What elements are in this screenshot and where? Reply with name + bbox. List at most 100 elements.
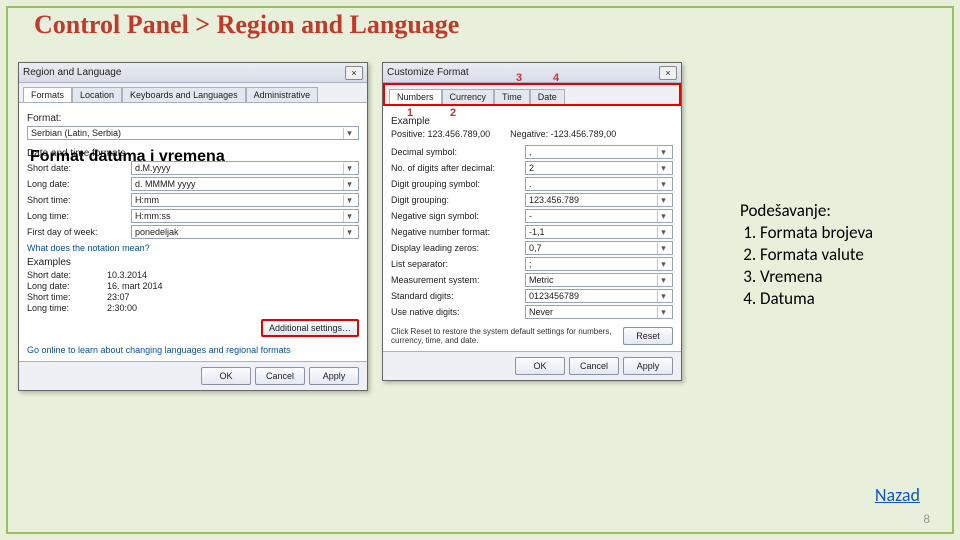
callout-1: 1 xyxy=(407,107,413,119)
neg-format-combo[interactable]: -1,1 ▾ xyxy=(525,225,673,239)
chevron-down-icon: ▾ xyxy=(343,163,355,174)
label: Long time: xyxy=(27,303,107,313)
example-row: Positive: 123.456.789,00 Negative: -123.… xyxy=(391,129,673,139)
additional-settings-wrap: Additional settings… xyxy=(27,319,359,337)
tab-location[interactable]: Location xyxy=(72,87,122,102)
value: 2 xyxy=(529,163,534,173)
chevron-down-icon: ▾ xyxy=(657,307,669,318)
chevron-down-icon: ▾ xyxy=(657,147,669,158)
value: H:mm:ss xyxy=(135,211,171,221)
group-symbol-combo[interactable]: .▾ xyxy=(525,177,673,191)
format-label: Format: xyxy=(27,113,359,124)
chevron-down-icon: ▾ xyxy=(657,179,669,190)
ok-button[interactable]: OK xyxy=(201,367,251,385)
ok-button[interactable]: OK xyxy=(515,357,565,375)
examples-header: Examples xyxy=(27,257,359,268)
window-title-text: Region and Language xyxy=(23,67,121,78)
label: Long date: xyxy=(27,179,127,189)
notation-link[interactable]: What does the notation mean? xyxy=(27,243,359,253)
tab-date[interactable]: Date xyxy=(530,89,565,104)
example-label: Example xyxy=(391,116,673,127)
row-long-date: Long date: d. MMMM yyyy▾ xyxy=(27,177,359,191)
value: 16. mart 2014 xyxy=(107,281,163,291)
label: Short date: xyxy=(27,270,107,280)
measure-combo[interactable]: Metric▾ xyxy=(525,273,673,287)
first-day-combo[interactable]: ponedeljak▾ xyxy=(131,225,359,239)
chevron-down-icon: ▾ xyxy=(343,195,355,206)
callout-2: 2 xyxy=(450,107,456,119)
short-time-combo[interactable]: H:mm▾ xyxy=(131,193,359,207)
cancel-button[interactable]: Cancel xyxy=(255,367,305,385)
label: First day of week: xyxy=(27,227,127,237)
tab-numbers[interactable]: Numbers xyxy=(389,89,442,104)
neg-sign-combo[interactable]: -▾ xyxy=(525,209,673,223)
digits-after-combo[interactable]: 2▾ xyxy=(525,161,673,175)
chevron-down-icon: ▾ xyxy=(657,195,669,206)
reset-hint: Click Reset to restore the system defaul… xyxy=(391,327,617,345)
native-digits-combo[interactable]: Never▾ xyxy=(525,305,673,319)
cancel-button[interactable]: Cancel xyxy=(569,357,619,375)
side-item-1: Formata brojeva xyxy=(760,222,940,244)
long-time-combo[interactable]: H:mm:ss ▾ xyxy=(131,209,359,223)
value: -1,1 xyxy=(529,227,545,237)
label: Digit grouping symbol: xyxy=(391,179,521,189)
tabs-row-highlight: Numbers Currency Time Date xyxy=(383,83,681,106)
label: Negative sign symbol: xyxy=(391,211,521,221)
chevron-down-icon: ▾ xyxy=(343,179,355,190)
value: 10.3.2014 xyxy=(107,270,147,280)
tab-formats[interactable]: Formats xyxy=(23,87,72,102)
apply-button[interactable]: Apply xyxy=(309,367,359,385)
button-bar: OK Cancel Apply xyxy=(383,351,681,380)
value: 0,7 xyxy=(529,243,542,253)
page-number: 8 xyxy=(923,512,930,526)
apply-button[interactable]: Apply xyxy=(623,357,673,375)
lead-zero-combo[interactable]: 0,7▾ xyxy=(525,241,673,255)
label: Display leading zeros: xyxy=(391,243,521,253)
tab-keyboards[interactable]: Keyboards and Languages xyxy=(122,87,246,102)
close-icon[interactable]: × xyxy=(659,66,677,80)
label: Standard digits: xyxy=(391,291,521,301)
close-icon[interactable]: × xyxy=(345,66,363,80)
back-link[interactable]: Nazad xyxy=(875,484,920,506)
positive-label: Positive: xyxy=(391,129,425,139)
tab-currency[interactable]: Currency xyxy=(442,89,495,104)
callout-4: 4 xyxy=(553,72,559,84)
format-value: Serbian (Latin, Serbia) xyxy=(31,128,121,138)
chevron-down-icon: ▾ xyxy=(657,163,669,174)
value: , xyxy=(529,147,532,157)
long-date-combo[interactable]: d. MMMM yyyy▾ xyxy=(131,177,359,191)
std-digits-combo[interactable]: 0123456789 ▾ xyxy=(525,289,673,303)
label: Long time: xyxy=(27,211,127,221)
list-sep-combo[interactable]: ;▾ xyxy=(525,257,673,271)
label: Decimal symbol: xyxy=(391,147,521,157)
window-titlebar: Region and Language × xyxy=(19,63,367,83)
online-link[interactable]: Go online to learn about changing langua… xyxy=(27,345,359,355)
chevron-down-icon: ▾ xyxy=(343,128,355,139)
tab-administrative[interactable]: Administrative xyxy=(246,87,319,102)
value: 23:07 xyxy=(107,292,130,302)
value: 0123456789 xyxy=(529,291,579,301)
chevron-down-icon: ▾ xyxy=(343,211,355,222)
label: Short time: xyxy=(27,292,107,302)
label: Digit grouping: xyxy=(391,195,521,205)
format-combo[interactable]: Serbian (Latin, Serbia) ▾ xyxy=(27,126,359,140)
value: 123.456.789 xyxy=(529,195,579,205)
chevron-down-icon: ▾ xyxy=(657,227,669,238)
chevron-down-icon: ▾ xyxy=(657,211,669,222)
label: Use native digits: xyxy=(391,307,521,317)
window-body: Format: Serbian (Latin, Serbia) ▾ Date a… xyxy=(19,103,367,361)
side-heading: Podešavanje: xyxy=(740,200,940,222)
tab-time[interactable]: Time xyxy=(494,89,530,104)
decimal-combo[interactable]: ,▾ xyxy=(525,145,673,159)
negative-label: Negative: xyxy=(510,129,548,139)
tabs-row: Formats Location Keyboards and Languages… xyxy=(19,83,367,103)
grouping-combo[interactable]: 123.456.789 ▾ xyxy=(525,193,673,207)
label: No. of digits after decimal: xyxy=(391,163,521,173)
additional-settings-button[interactable]: Additional settings… xyxy=(261,319,359,337)
callout-3: 3 xyxy=(516,72,522,84)
side-text: Podešavanje: Formata brojeva Formata val… xyxy=(740,200,940,310)
label: Long date: xyxy=(27,281,107,291)
row-short-time: Short time: H:mm▾ xyxy=(27,193,359,207)
chevron-down-icon: ▾ xyxy=(657,291,669,302)
reset-button[interactable]: Reset xyxy=(623,327,673,345)
